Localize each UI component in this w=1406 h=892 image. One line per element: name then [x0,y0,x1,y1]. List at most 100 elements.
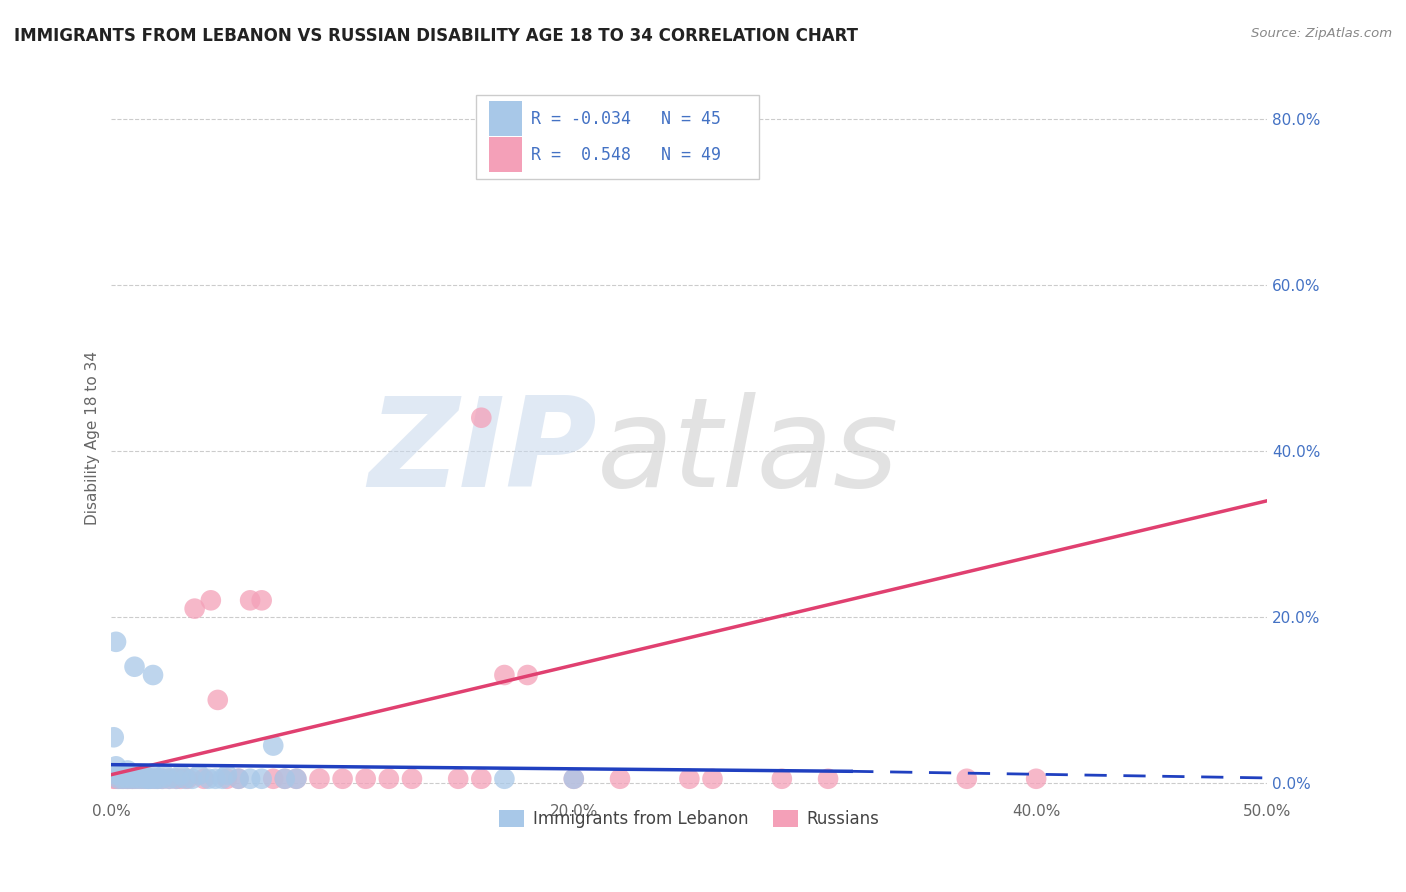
Point [117,764,139,778]
Point [153,767,176,781]
Point [135,772,157,786]
Point [308,772,330,786]
Point [121,772,143,786]
Point [124,772,146,786]
Point [702,772,724,786]
Point [470,772,492,786]
Point [128,772,150,786]
Point [111,772,134,786]
FancyBboxPatch shape [475,95,759,178]
Point [239,593,262,607]
Point [142,772,165,786]
Point [770,772,793,786]
Point [107,772,129,786]
Bar [489,137,522,172]
Text: IMMIGRANTS FROM LEBANON VS RUSSIAN DISABILITY AGE 18 TO 34 CORRELATION CHART: IMMIGRANTS FROM LEBANON VS RUSSIAN DISAB… [14,27,858,45]
Point [114,772,136,786]
Point [447,772,470,786]
Point [165,772,187,786]
Y-axis label: Disability Age 18 to 34: Disability Age 18 to 34 [86,351,100,525]
Point [157,772,180,786]
Point [165,772,187,786]
Point [197,772,219,786]
Point [378,772,401,786]
Point [105,772,128,786]
Point [562,772,585,786]
Point [139,772,162,786]
Text: ZIP: ZIP [368,392,598,514]
Point [132,767,155,781]
Point [215,772,238,786]
Point [132,772,155,786]
Point [103,731,125,745]
Point [121,772,143,786]
Point [117,772,139,786]
Point [228,772,250,786]
Point [250,593,273,607]
Point [262,739,284,753]
Point [146,772,169,786]
Text: Source: ZipAtlas.com: Source: ZipAtlas.com [1251,27,1392,40]
Point [183,601,205,615]
Point [110,772,132,786]
Point [131,772,153,786]
Point [146,772,169,786]
Point [188,767,211,781]
Point [470,410,492,425]
Point [110,767,132,781]
Point [207,693,229,707]
Point [354,772,377,786]
Point [103,772,125,786]
Point [516,668,538,682]
Point [285,772,308,786]
Point [118,767,141,781]
Point [211,772,233,786]
Point [105,635,128,649]
Point [138,772,160,786]
Point [143,772,166,786]
Point [204,772,226,786]
Point [157,772,180,786]
Point [817,772,839,786]
Point [174,772,197,786]
Point [609,772,631,786]
Point [401,772,423,786]
Point [562,772,585,786]
Point [150,772,173,786]
Point [678,772,700,786]
Point [128,767,150,781]
Text: R = -0.034   N = 45: R = -0.034 N = 45 [531,110,721,128]
Point [124,659,146,673]
Point [170,767,193,781]
Point [494,772,516,786]
Point [200,593,222,607]
Point [215,767,238,781]
Text: atlas: atlas [598,392,898,514]
Point [177,772,200,786]
Point [105,759,128,773]
Point [956,772,979,786]
Point [274,772,297,786]
Point [107,772,129,786]
Point [193,772,215,786]
Point [142,767,165,781]
Bar [489,102,522,136]
Point [150,772,173,786]
Point [105,767,128,781]
Point [170,772,193,786]
Text: R =  0.548   N = 49: R = 0.548 N = 49 [531,145,721,164]
Point [125,772,148,786]
Point [114,767,136,781]
Point [124,767,146,781]
Point [262,772,284,786]
Point [111,772,134,786]
Point [228,772,250,786]
Legend: Immigrants from Lebanon, Russians: Immigrants from Lebanon, Russians [492,803,886,835]
Point [332,772,354,786]
Point [181,772,204,786]
Point [1025,772,1047,786]
Point [142,668,165,682]
Point [285,772,308,786]
Point [117,772,139,786]
Point [239,772,262,786]
